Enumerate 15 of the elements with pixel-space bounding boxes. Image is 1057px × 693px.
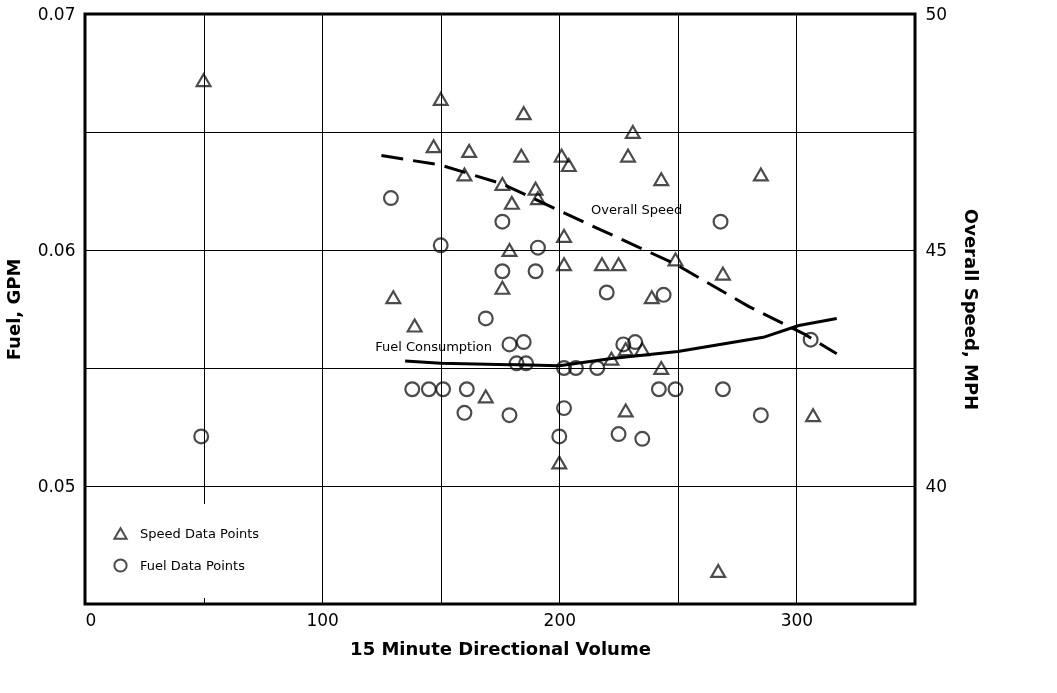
x-axis-title: 15 Minute Directional Volume [350,637,651,659]
x-tick-label: 200 [543,609,577,630]
y2-tick-label: 40 [925,475,948,496]
y-tick-label: 0.05 [37,475,76,496]
y2-tick-label: 45 [925,239,948,260]
x-tick-label: 300 [780,609,814,630]
x-tick-label: 0 [85,609,97,630]
y-tick-label: 0.07 [37,3,76,24]
y-tick-label: 0.06 [37,239,76,260]
legend-label: Speed Data Points [140,525,260,541]
x-tick-label: 100 [306,609,339,630]
y-axis-title: Fuel, GPM [2,258,24,361]
y2-axis-title: Overall Speed, MPH [961,208,983,411]
legend-label: Fuel Data Points [140,557,246,573]
y2-tick-label: 50 [925,3,948,24]
